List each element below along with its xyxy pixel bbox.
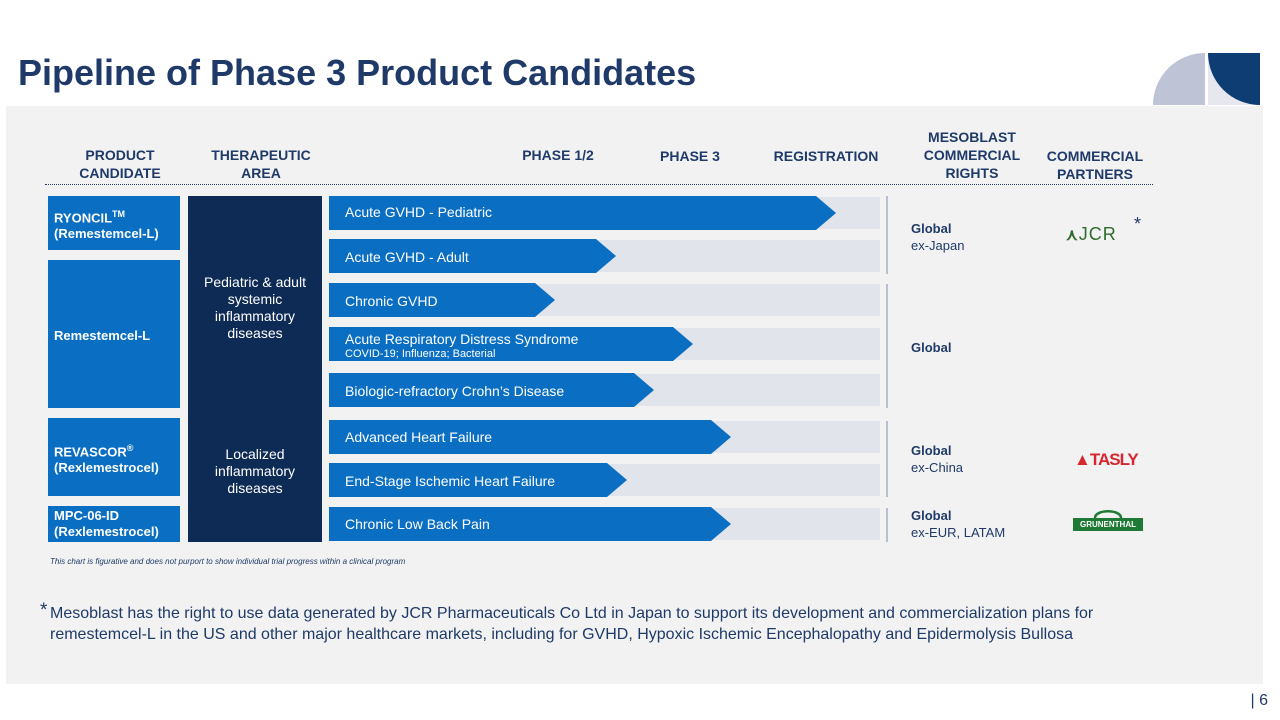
header-divider (45, 184, 1153, 185)
rights-separator (886, 508, 888, 542)
product-name: MPC-06-ID (54, 508, 120, 523)
footnote-asterisk: * (40, 600, 48, 621)
trademark: TM (112, 209, 126, 219)
product-revascor: REVASCOR® (Rexlemestrocel) (48, 418, 180, 496)
rights-scope: Global (911, 340, 952, 355)
product-name: Remestemcel-L (54, 328, 151, 343)
area-systemic-inflammatory: Pediatric & adult systemic inflammatory dis… (188, 196, 322, 408)
header-phase-3: PHASE 3 (660, 148, 720, 164)
product-subname: (Remestemcel-L) (54, 226, 159, 242)
bar-ards: Acute Respiratory Distress Syndrome COVI… (329, 327, 693, 361)
header-registration: REGISTRATION (773, 148, 879, 164)
bar-crohns-disease: Biologic-refractory Crohn’s Disease (329, 373, 654, 407)
indication-label: Advanced Heart Failure (345, 429, 493, 445)
jcr-mark-icon: ⋏ (1066, 227, 1079, 244)
registered-mark: ® (126, 443, 134, 453)
bar-acute-gvhd-pediatric: Acute GVHD - Pediatric (329, 196, 836, 230)
product-name: RYONCIL (54, 210, 113, 226)
rights-separator (886, 421, 888, 497)
grunenthal-wordmark: GRUNENTHAL (1073, 518, 1143, 531)
grunenthal-logo: GRUNENTHAL (1073, 507, 1143, 533)
indication-label: Chronic Low Back Pain (345, 516, 490, 532)
page-number: | 6 (1250, 692, 1269, 709)
page-title: Pipeline of Phase 3 Product Candidates (18, 52, 697, 93)
rights-scope: Global (911, 508, 952, 523)
product-mpc-06-id: MPC-06-ID (Rexlemestrocel) (48, 506, 180, 542)
rights-scope: Global (911, 221, 952, 236)
product-subname: (Rexlemestrocel) (54, 524, 159, 539)
bar-chronic-gvhd: Chronic GVHD (329, 283, 555, 317)
footnote-text: Mesoblast has the right to use data gene… (50, 605, 1094, 643)
rights-scope: Global (911, 443, 952, 458)
product-remestemcel-l: Remestemcel-L (48, 260, 180, 408)
deco-shape-navy-top (1208, 53, 1260, 105)
rights-separator (886, 196, 888, 274)
header-therapeutic-area: THERAPEUTIC AREA (211, 147, 311, 181)
header-commercial-partners: COMMERCIAL PARTNERS (1046, 148, 1144, 182)
rights-detail: ex-Japan (911, 238, 965, 253)
indication-label: Acute Respiratory Distress Syndrome (345, 331, 579, 347)
indication-label: Biologic-refractory Crohn’s Disease (345, 383, 565, 399)
rights-detail: ex-China (911, 460, 964, 475)
rights-detail: ex-EUR, LATAM (911, 525, 1006, 540)
footnote: * Mesoblast has the right to use data ge… (40, 600, 1150, 645)
header-phase-1-2: PHASE 1/2 (522, 147, 594, 163)
bar-chronic-low-back-pain: Chronic Low Back Pain (329, 507, 731, 541)
bar-end-stage-ischemic-hf: End-Stage Ischemic Heart Failure (329, 463, 627, 497)
indication-label: End-Stage Ischemic Heart Failure (345, 473, 556, 489)
indication-label: Chronic GVHD (345, 293, 438, 309)
jcr-logo: ⋏JCR (1066, 224, 1117, 244)
chart-disclaimer: This chart is figurative and does not pu… (50, 557, 406, 566)
grunenthal-arch-icon (1093, 510, 1123, 519)
indication-sublabel: COVID-19; Influenza; Bacterial (345, 348, 496, 360)
tasly-mark-icon: ▲ (1074, 450, 1091, 469)
product-ryoncil: RYONCILTM (Remestemcel-L) (48, 196, 180, 250)
header-commercial-rights: MESOBLAST COMMERCIAL RIGHTS (923, 129, 1021, 181)
deco-shape-gray (1153, 53, 1205, 105)
area-localized-inflammatory: Localized inflammatory diseases (188, 406, 322, 542)
jcr-asterisk: * (1134, 214, 1142, 234)
indication-label: Acute GVHD - Adult (345, 249, 469, 265)
bar-acute-gvhd-adult: Acute GVHD - Adult (329, 239, 616, 273)
tasly-logo: ▲TASLY (1074, 450, 1139, 469)
indication-label: Acute GVHD - Pediatric (345, 204, 493, 220)
rights-separator (886, 284, 888, 408)
header-product: PRODUCT CANDIDATE (79, 147, 161, 181)
bar-advanced-heart-failure: Advanced Heart Failure (329, 420, 731, 454)
product-subname: (Rexlemestrocel) (54, 460, 159, 476)
product-name: REVASCOR (54, 444, 127, 460)
